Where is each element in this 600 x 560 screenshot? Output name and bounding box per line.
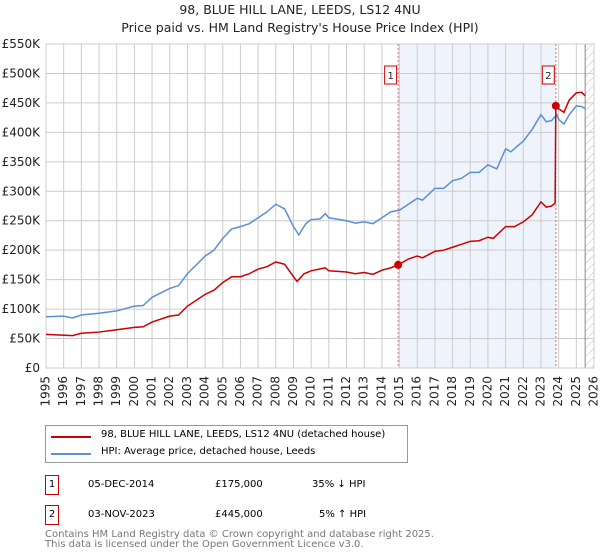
x-tick-label: 2014 (374, 376, 388, 407)
x-tick-label: 2016 (410, 376, 424, 407)
x-tick-label: 1999 (109, 376, 123, 407)
x-tick-label: 2015 (392, 376, 406, 407)
x-tick-label: 2023 (533, 376, 547, 407)
x-tick-label: 2022 (516, 376, 530, 407)
chart-title: 98, BLUE HILL LANE, LEEDS, LS12 4NU (179, 2, 421, 17)
y-tick-label: £500K (2, 66, 42, 80)
legend-label-property: 98, BLUE HILL LANE, LEEDS, LS12 4NU (det… (101, 429, 386, 440)
y-tick-label: £200K (2, 243, 42, 257)
sale-marker-box (541, 65, 555, 85)
x-tick-label: 2005 (215, 376, 229, 407)
legend: 98, BLUE HILL LANE, LEEDS, LS12 4NU (det… (45, 425, 408, 463)
footer-copyright: Contains HM Land Registry data © Crown c… (45, 529, 434, 540)
x-tick-label: 2024 (551, 376, 565, 407)
sale-marker-label: 1 (387, 71, 393, 82)
transaction-price: £445,000 (215, 509, 263, 520)
y-tick-label: £350K (2, 155, 42, 169)
x-tick-label: 2007 (251, 376, 265, 407)
x-tick-label: 2004 (198, 376, 212, 407)
forecast-hatch (585, 44, 594, 368)
y-tick-label: £450K (2, 96, 42, 110)
x-tick-label: 2021 (498, 376, 512, 407)
x-tick-label: 2026 (587, 376, 600, 407)
y-tick-label: £100K (2, 302, 42, 316)
legend-swatch-property (51, 436, 91, 438)
x-tick-label: 2009 (286, 376, 300, 407)
transaction-hpi: 35% ↓ HPI (312, 479, 366, 490)
y-tick-label: £300K (2, 184, 42, 198)
transaction-marker: 2 (45, 505, 59, 525)
transaction-marker: 1 (45, 475, 59, 495)
x-tick-label: 2002 (162, 376, 176, 407)
footer-licence: This data is licensed under the Open Gov… (45, 539, 364, 550)
x-tick-label: 2013 (357, 376, 371, 407)
transaction-date: 03-NOV-2023 (88, 509, 155, 520)
price-chart: 1995 1996 1997 1998 1999 2000 2001 2002 2003 2004… (2, 37, 600, 407)
sale-marker-label: 2 (545, 71, 551, 82)
legend-label-hpi: HPI: Average price, detached house, Leed… (101, 446, 316, 457)
y-tick-label: £150K (2, 273, 42, 287)
y-tick-label: £50K (9, 332, 41, 346)
property-price-line (45, 91, 586, 337)
transaction-price: £175,000 (215, 479, 263, 490)
x-tick-label: 2011 (321, 376, 335, 407)
x-tick-label: 2012 (339, 376, 353, 407)
sale-point (394, 260, 403, 269)
y-tick-label: £0 (25, 361, 40, 375)
legend-swatch-hpi (51, 453, 91, 455)
x-tick-label: 2001 (145, 376, 159, 407)
x-tick-label: 2020 (480, 376, 494, 407)
x-tick-label: 1995 (39, 376, 53, 407)
plot-frame (45, 43, 595, 369)
sale-point (551, 101, 560, 110)
y-tick-label: £250K (2, 214, 42, 228)
x-tick-label: 2006 (233, 376, 247, 407)
y-tick-label: £550K (2, 37, 42, 51)
transaction-date: 05-DEC-2014 (88, 479, 155, 490)
x-tick-label: 2008 (268, 376, 282, 407)
x-tick-label: 2025 (569, 376, 583, 407)
x-tick-label: 2010 (304, 376, 318, 407)
x-tick-label: 2019 (463, 376, 477, 407)
x-tick-label: 1997 (74, 376, 88, 407)
x-tick-label: 2017 (427, 376, 441, 407)
footer: Contains HM Land Registry data © Crown c… (45, 530, 434, 550)
x-tick-label: 2000 (127, 376, 141, 407)
chart-subtitle: Price paid vs. HM Land Registry's House … (121, 20, 479, 35)
sale-marker-box (384, 65, 398, 85)
transaction-row: 1 05-DEC-2014 £175,000 35% ↓ HPI (45, 475, 425, 495)
transaction-row: 2 03-NOV-2023 £445,000 5% ↑ HPI (45, 505, 425, 525)
x-tick-label: 2003 (180, 376, 194, 407)
transaction-hpi: 5% ↑ HPI (319, 509, 367, 520)
x-tick-label: 2018 (445, 376, 459, 407)
hpi-line (45, 105, 586, 319)
x-tick-label: 1996 (56, 376, 70, 407)
sale-period-shading (398, 44, 556, 368)
y-tick-label: £400K (2, 125, 42, 139)
x-tick-label: 1998 (92, 376, 106, 407)
